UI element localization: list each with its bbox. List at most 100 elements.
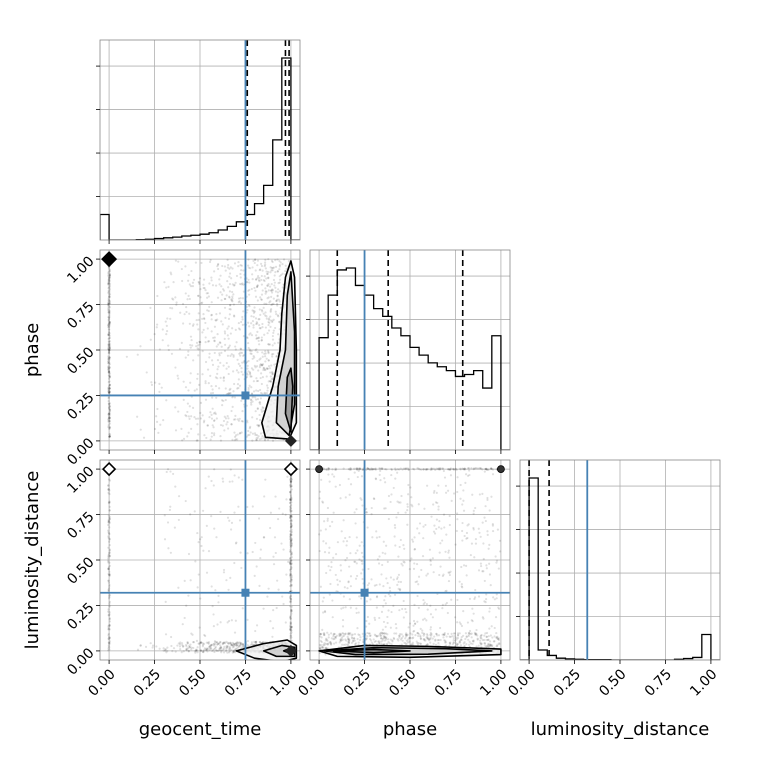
scatter-point — [284, 621, 287, 624]
scatter-point — [211, 649, 214, 653]
scatter-point — [269, 380, 273, 383]
scatter-point — [107, 299, 110, 302]
scatter-point — [209, 438, 212, 441]
scatter-point — [240, 283, 243, 286]
scatter-point — [402, 560, 405, 563]
scatter-point — [365, 619, 368, 623]
scatter-point — [107, 589, 110, 592]
scatter-point — [256, 359, 259, 363]
scatter-point — [185, 649, 188, 652]
scatter-point — [251, 439, 254, 442]
scatter-point — [472, 528, 475, 531]
scatter-point — [354, 560, 357, 563]
scatter-point — [270, 378, 273, 381]
scatter-point — [108, 282, 112, 285]
scatter-point — [252, 311, 256, 314]
x-axis-label-luminosity_distance: luminosity_distance — [531, 719, 710, 740]
scatter-point — [319, 635, 322, 638]
scatter-point — [255, 322, 258, 326]
scatter-point — [241, 410, 244, 413]
scatter-point — [258, 418, 262, 422]
scatter-point — [260, 293, 264, 296]
scatter-point — [392, 604, 395, 607]
scatter-point — [289, 477, 292, 481]
scatter-point — [285, 267, 288, 270]
panel-content — [100, 460, 300, 660]
scatter-point — [197, 280, 200, 284]
scatter-point — [204, 487, 207, 490]
scatter-point — [108, 409, 112, 412]
scatter-point — [452, 641, 456, 644]
scatter-point — [474, 467, 477, 470]
scatter-point — [460, 582, 463, 586]
scatter-point — [338, 634, 341, 638]
scatter-point — [196, 372, 199, 376]
scatter-point — [253, 306, 256, 309]
scatter-point — [483, 470, 486, 473]
scatter-point — [269, 309, 272, 312]
scatter-point — [252, 368, 255, 371]
scatter-point — [397, 639, 400, 642]
scatter-point — [108, 520, 111, 523]
scatter-point — [423, 638, 426, 641]
scatter-point — [402, 467, 406, 470]
scatter-point — [447, 467, 450, 471]
scatter-point — [289, 541, 292, 544]
scatter-point — [107, 636, 111, 639]
scatter-point — [411, 633, 414, 636]
scatter-point — [240, 642, 243, 645]
scatter-point — [451, 635, 454, 638]
scatter-point — [341, 618, 345, 622]
scatter-point — [380, 467, 383, 470]
scatter-point — [170, 352, 174, 355]
scatter-point — [107, 581, 111, 584]
scatter-point — [191, 281, 195, 284]
scatter-point — [289, 505, 292, 508]
scatter-point — [174, 485, 177, 488]
scatter-point — [256, 407, 259, 410]
scatter-point — [408, 622, 412, 625]
scatter-point — [371, 536, 374, 539]
scatter-point — [289, 508, 292, 512]
scatter-point — [334, 553, 338, 556]
scatter-point — [455, 643, 458, 647]
scatter-point — [271, 377, 274, 380]
scatter-point — [186, 410, 189, 414]
panel-geocent_time-geocent_time — [96, 39, 301, 244]
scatter-point — [473, 631, 476, 634]
scatter-point — [108, 325, 111, 328]
scatter-point — [107, 302, 110, 305]
scatter-point — [108, 293, 111, 296]
scatter-point — [289, 576, 292, 579]
scatter-point — [107, 546, 110, 549]
scatter-point — [192, 641, 195, 644]
scatter-point — [370, 512, 373, 516]
scatter-point — [108, 309, 111, 312]
scatter-point — [108, 300, 111, 303]
scatter-point — [217, 267, 220, 271]
scatter-point — [238, 645, 241, 648]
scatter-point — [257, 369, 260, 372]
scatter-point — [338, 633, 341, 636]
scatter-point — [108, 620, 112, 623]
scatter-point — [273, 363, 276, 366]
scatter-point — [272, 331, 275, 335]
scatter-point — [238, 328, 242, 331]
scatter-point — [396, 471, 399, 474]
scatter-point — [479, 639, 482, 642]
scatter-point — [483, 516, 486, 519]
scatter-point — [347, 477, 350, 481]
histogram-phase — [310, 267, 510, 450]
scatter-point — [289, 595, 292, 598]
scatter-point — [334, 635, 337, 639]
scatter-point — [267, 343, 270, 346]
scatter-point — [319, 633, 322, 636]
scatter-point — [177, 586, 180, 589]
scatter-point — [408, 636, 411, 639]
scatter-point — [107, 625, 110, 628]
scatter-point — [318, 549, 321, 553]
scatter-point — [158, 382, 161, 386]
scatter-point — [212, 484, 215, 487]
scatter-point — [290, 576, 293, 579]
scatter-point — [491, 636, 494, 639]
